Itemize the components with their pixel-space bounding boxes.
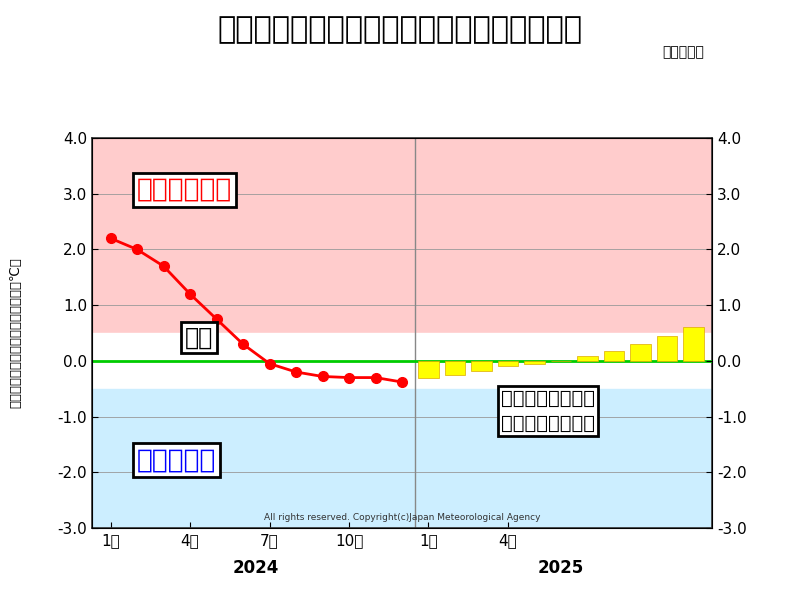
Bar	[630, 344, 650, 361]
Text: （気象庁）: （気象庁）	[662, 45, 704, 59]
Text: エルニーニョ／ラニーニャ現象の経過と予測: エルニーニョ／ラニーニャ現象の経過と予測	[218, 15, 582, 44]
Bar	[445, 361, 466, 375]
Bar	[471, 361, 492, 371]
Text: 監視海域の海面水温と基準値の差（℃）: 監視海域の海面水温と基準値の差（℃）	[10, 257, 22, 409]
Bar	[657, 336, 678, 361]
Bar	[498, 361, 518, 367]
Bar	[683, 328, 704, 361]
Text: All rights reserved. Copyright(c)Japan Meteorological Agency: All rights reserved. Copyright(c)Japan M…	[264, 514, 540, 523]
Bar	[92, 333, 712, 389]
Bar	[577, 356, 598, 361]
Text: エルニーニョ: エルニーニョ	[137, 177, 232, 203]
Bar	[92, 389, 712, 528]
Bar	[604, 351, 624, 361]
Text: 2025: 2025	[538, 559, 584, 577]
Text: 2024: 2024	[233, 559, 279, 577]
Text: 平常: 平常	[185, 325, 213, 349]
Bar	[418, 361, 439, 377]
Bar	[92, 138, 712, 333]
Text: ラニーニャ現象に
近い状態は解消へ: ラニーニャ現象に 近い状態は解消へ	[501, 389, 594, 433]
Text: ラニーニャ: ラニーニャ	[137, 447, 217, 473]
Bar	[524, 361, 545, 364]
